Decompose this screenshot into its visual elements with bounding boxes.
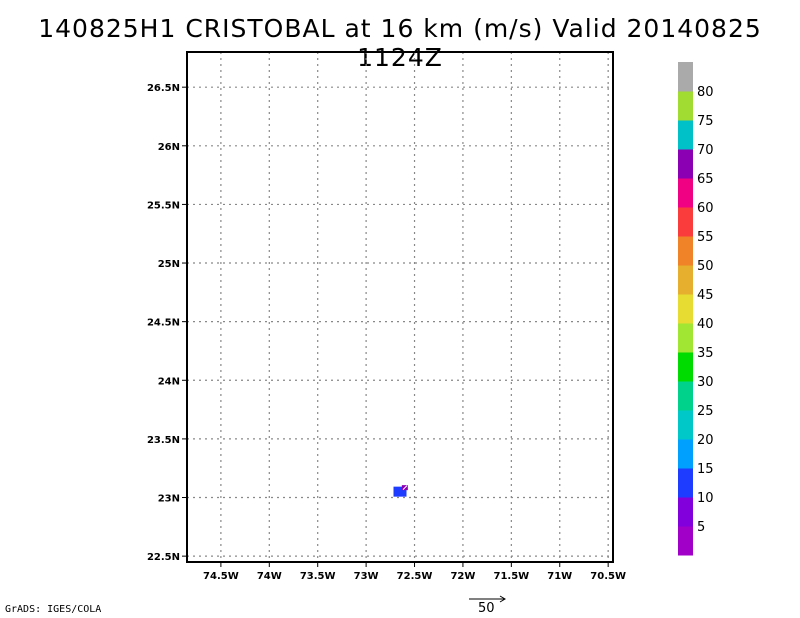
x-tick-label: 74.5W	[203, 571, 239, 582]
colorbar-swatch	[678, 178, 693, 208]
colorbar-swatch	[678, 265, 693, 295]
wind-speed-cell	[393, 486, 407, 497]
colorbar-swatch	[678, 294, 693, 324]
colorbar-swatch	[678, 120, 693, 150]
colorbar-swatch	[678, 468, 693, 498]
reference-vector-label: 50	[478, 601, 495, 616]
x-tick-label: 72W	[450, 571, 475, 582]
y-tick-label: 25N	[158, 259, 180, 270]
colorbar-swatch	[678, 91, 693, 121]
colorbar-label: 80	[697, 85, 714, 100]
colorbar-label: 40	[697, 317, 714, 332]
x-tick-label: 71.5W	[493, 571, 529, 582]
colorbar-label: 70	[697, 143, 714, 158]
colorbar-label: 60	[697, 201, 714, 216]
y-tick-label: 23.5N	[147, 435, 180, 446]
colorbar-label: 55	[697, 230, 714, 245]
grid-lines	[187, 52, 613, 562]
colorbar-swatch	[678, 149, 693, 179]
colorbar-swatch	[678, 439, 693, 469]
grads-credit: GrADS: IGES/COLA	[5, 604, 102, 615]
colorbar-swatch	[678, 323, 693, 353]
y-tick-label: 24N	[158, 376, 180, 387]
x-tick-label: 72.5W	[397, 571, 433, 582]
colorbar-label: 30	[697, 375, 714, 390]
x-tick-label: 71W	[547, 571, 572, 582]
y-axis: 22.5N 23N 23.5N 24N 24.5N 25N 25.5N 26N 26.5N	[147, 83, 187, 563]
colorbar-swatch	[678, 352, 693, 382]
reference-vector-arrow	[469, 595, 506, 603]
colorbar-label: 20	[697, 433, 714, 448]
x-tick-label: 73.5W	[300, 571, 336, 582]
colorbar-swatch	[678, 207, 693, 237]
colorbar-label: 10	[697, 491, 714, 506]
x-tick-label: 70.5W	[590, 571, 626, 582]
colorbar-swatch	[678, 236, 693, 266]
y-tick-label: 23N	[158, 494, 180, 505]
data-cells	[393, 485, 408, 497]
x-tick-label: 74W	[257, 571, 282, 582]
colorbar-swatch	[678, 526, 693, 556]
colorbar-label: 65	[697, 172, 714, 187]
colorbar-swatch	[678, 410, 693, 440]
colorbar-label: 5	[697, 520, 705, 535]
colorbar-label: 15	[697, 462, 714, 477]
colorbar-swatch	[678, 497, 693, 527]
colorbar-label: 75	[697, 114, 714, 129]
chart-title: 140825H1 CRISTOBAL at 16 km (m/s) Valid …	[38, 14, 762, 72]
y-tick-label: 26.5N	[147, 83, 180, 94]
colorbar-label: 35	[697, 346, 714, 361]
wind-vector	[402, 485, 408, 491]
y-tick-label: 24.5N	[147, 318, 180, 329]
y-tick-label: 22.5N	[147, 552, 180, 563]
colorbar-label: 45	[697, 288, 714, 303]
colorbar-swatch	[678, 62, 693, 92]
colorbar: 5 10 15 20 25 30 35 40 45 50 55 60 65 70 75 80	[678, 62, 714, 556]
y-tick-label: 25.5N	[147, 200, 180, 211]
colorbar-label: 25	[697, 404, 714, 419]
x-tick-label: 73W	[354, 571, 379, 582]
colorbar-label: 50	[697, 259, 714, 274]
plot-frame	[186, 51, 614, 563]
colorbar-swatch	[678, 381, 693, 411]
y-tick-label: 26N	[158, 142, 180, 153]
x-axis: 74.5W 74W 73.5W 73W 72.5W 72W 71.5W 71W 70.5W	[203, 562, 626, 582]
